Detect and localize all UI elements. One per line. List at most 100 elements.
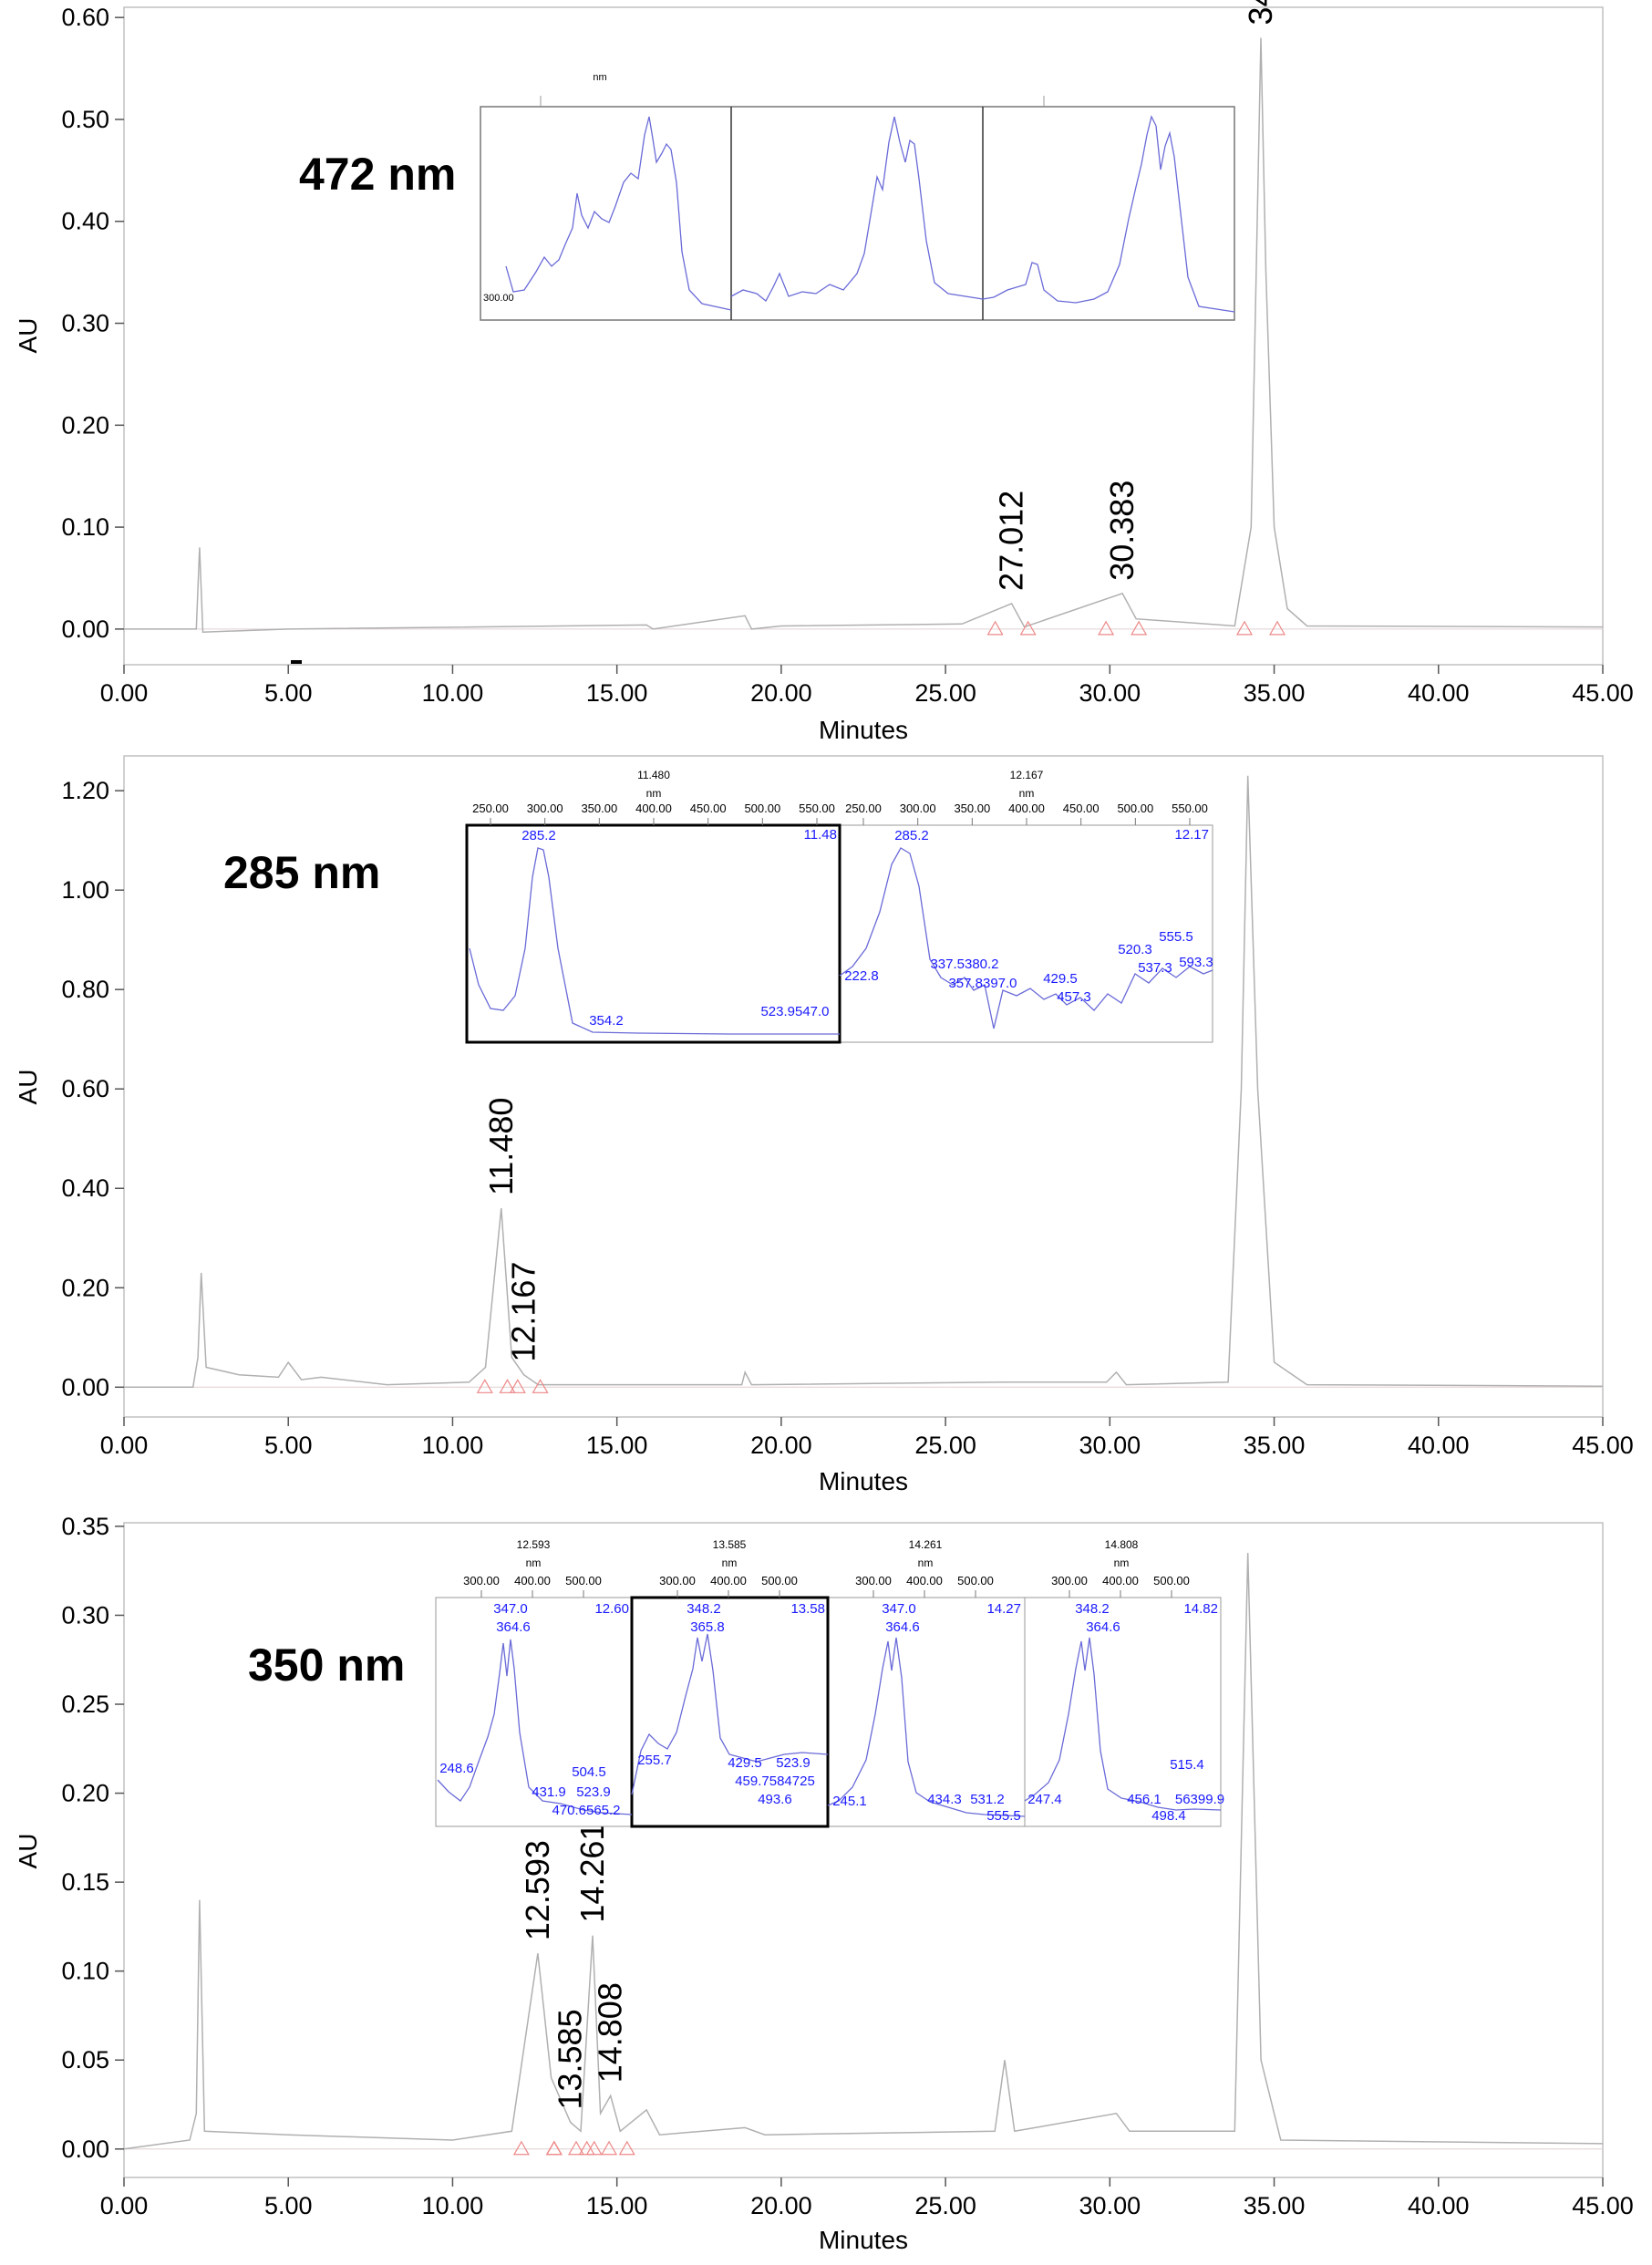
inset-peak-wavelength: 431.9: [532, 1784, 566, 1800]
inset-tick-label: 500.00: [1153, 1574, 1190, 1588]
inset-tick-label: 400.00: [514, 1574, 551, 1588]
spectrum-curve: [982, 115, 1235, 313]
x-tick-label: 45.00: [1572, 679, 1634, 707]
peak-marker: [1235, 620, 1254, 636]
panel-472: 0.00 0.10 0.20 0.30 0.40 0.50 0.60 0.00 5.00 10.…: [14, 0, 1634, 744]
peak-marker: [512, 2140, 530, 2156]
inset-rt: 11.480: [637, 769, 670, 781]
spectrum-curve: [437, 1639, 633, 1815]
x-tick-label: 25.00: [914, 2192, 976, 2219]
inset-corner-value: 14.82: [1183, 1601, 1218, 1617]
inset-peak-wavelength: 248.6: [439, 1761, 474, 1776]
wavelength-label: 285 nm: [223, 847, 380, 898]
inset-tick-label: 300.00: [463, 1574, 500, 1588]
uv-spectrum-inset-472: nm 300.00: [480, 72, 1235, 321]
x-tick-label: 25.00: [914, 679, 976, 707]
x-tick-label: 30.00: [1079, 2192, 1141, 2219]
inset-peak-wavelength: 337.5380.2: [930, 957, 998, 972]
inset-peak-wavelength: 456.1: [1127, 1792, 1162, 1807]
panel-350: 0.00 0.05 0.10 0.15 0.20 0.25 0.30 0.35 0.00 5.0…: [14, 1513, 1634, 2254]
peak-label: 11.480: [482, 1098, 520, 1195]
inset-peak-wavelength: 523.9547.0: [760, 1004, 829, 1019]
baseline-marker: [291, 660, 302, 664]
inset-tick-label: 250.00: [845, 802, 882, 815]
inset-peak-wavelength: 285.2: [521, 828, 556, 843]
uv-spectrum-inset-350: 300.00 400.00 500.00 300.00 400.00 500.00 30…: [435, 1538, 1224, 1828]
inset-tick-label: 400.00: [906, 1574, 943, 1588]
peak-label: 30.383: [1103, 481, 1141, 581]
y-tick-label: 0.00: [61, 2136, 109, 2163]
inset-tick-label: 300.00: [900, 802, 936, 815]
y-tick-label: 0.60: [61, 4, 109, 31]
x-tick-label: 5.00: [264, 2192, 313, 2219]
x-tick-label: 10.00: [422, 2192, 484, 2219]
peak-marker: [532, 1379, 549, 1393]
peak-label: 13.585: [552, 2009, 589, 2109]
inset-tick-label: 550.00: [799, 802, 835, 815]
inset-tick-label: 350.00: [954, 802, 990, 815]
inset-corner-value: 12.60: [594, 1601, 629, 1617]
x-tick-label: 0.00: [100, 2192, 149, 2219]
inset-peak-wavelength: 347.0: [882, 1601, 916, 1617]
inset-tick-label: 500.00: [1117, 802, 1153, 815]
inset-corner-value: 12.17: [1174, 827, 1209, 843]
peak-marker: [1269, 620, 1286, 636]
peak-marker: [986, 620, 1004, 636]
inset-tick-label: 500.00: [761, 1574, 798, 1588]
inset-unit: nm: [593, 72, 606, 83]
inset-corner-value: 14.27: [986, 1601, 1021, 1617]
y-tick-label: 0.10: [61, 1958, 109, 1985]
inset-unit: nm: [918, 1557, 934, 1569]
peak-marker: [578, 2140, 595, 2156]
inset-peak-wavelength: 493.6: [758, 1792, 792, 1807]
inset-tick-label: 500.00: [957, 1574, 994, 1588]
peak-marker: [1131, 620, 1148, 636]
chromatogram-trace-472: [124, 37, 1604, 633]
peak-marker: [476, 1379, 493, 1393]
y-tick-label: 0.80: [61, 976, 109, 1003]
peak-marker: [1098, 620, 1115, 636]
x-tick-label: 10.00: [422, 1432, 484, 1459]
inset-tick-label: 300.00: [855, 1574, 892, 1588]
inset-peak-wavelength: 504.5: [572, 1764, 606, 1780]
inset-tick-label: 400.00: [1008, 802, 1045, 815]
y-axis-label: AU: [14, 1834, 42, 1869]
x-tick-label: 30.00: [1079, 679, 1141, 707]
spectrum-curve: [827, 1637, 1026, 1817]
y-tick-label: 1.20: [61, 777, 109, 804]
inset-peak-wavelength: 555.5: [986, 1808, 1021, 1824]
inset-corner-value: 300.00: [483, 293, 514, 304]
y-tick-label: 0.35: [61, 1513, 109, 1540]
peak-marker: [545, 2140, 563, 2156]
chromatogram-trace-350: [123, 1553, 1604, 2150]
peak-label: 12.593: [519, 1840, 556, 1940]
peak-marker: [601, 2140, 618, 2156]
x-tick-label: 20.00: [750, 2192, 812, 2219]
wavelength-label: 472 nm: [299, 149, 456, 200]
peak-label: 14.261: [573, 1823, 611, 1923]
peak-label: 14.808: [592, 1982, 629, 2083]
peak-marker: [585, 2140, 603, 2156]
x-tick-label: 30.00: [1079, 1432, 1141, 1459]
y-tick-label: 0.05: [61, 2046, 109, 2074]
peak-label: 34.597: [1242, 0, 1279, 26]
inset-tick-label: 500.00: [744, 802, 780, 815]
inset-peak-wavelength: 434.3: [927, 1792, 962, 1807]
inset-peak-wavelength: 365.8: [690, 1619, 725, 1635]
x-tick-label: 0.00: [100, 679, 149, 707]
inset-peak-wavelength: 255.7: [637, 1753, 672, 1768]
y-tick-label: 0.30: [61, 310, 109, 337]
y-tick-label: 0.15: [61, 1868, 109, 1896]
peak-label: 27.012: [993, 491, 1030, 591]
y-tick-label: 0.10: [61, 513, 109, 541]
x-axis-label: Minutes: [819, 2226, 908, 2254]
inset-tick-label: 500.00: [565, 1574, 602, 1588]
chromatogram-trace-285: [124, 775, 1604, 1389]
inset-rt: 12.593: [517, 1538, 551, 1551]
inset-peak-wavelength: 364.6: [1086, 1619, 1120, 1635]
inset-peak-wavelength: 537.3: [1138, 960, 1172, 976]
inset-peak-wavelength: 555.5: [1159, 929, 1193, 945]
y-tick-label: 1.00: [61, 876, 109, 904]
y-tick-label: 0.20: [61, 411, 109, 439]
